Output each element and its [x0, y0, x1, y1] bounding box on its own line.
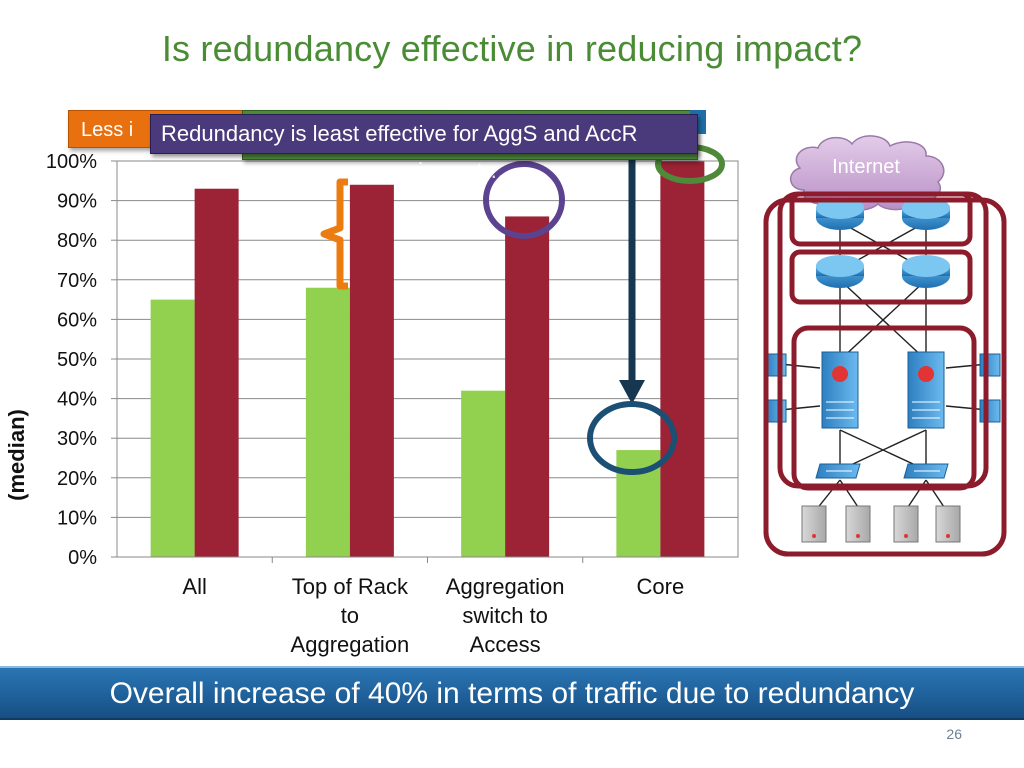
- datacenter-outer-highlight: [763, 197, 1007, 557]
- callout-redundancy-least-effective: Redundancy is least effective for AggS a…: [150, 114, 698, 154]
- summary-banner: Overall increase of 40% in terms of traf…: [0, 666, 1024, 720]
- x-category-label: Core: [637, 574, 685, 599]
- access-router-layer-highlight: [789, 249, 973, 305]
- datacenter-mid-highlight: [777, 191, 989, 489]
- callout-purple-text: Redundancy is least effective for AggS a…: [161, 121, 638, 146]
- server-icon: [845, 505, 871, 543]
- x-category-label: Top of Rack to Aggregation: [291, 574, 410, 657]
- y-tick-label: 30%: [57, 428, 97, 450]
- tor-switch-icon: [903, 463, 949, 479]
- y-tick-label: 60%: [57, 309, 97, 331]
- server-icon: [935, 505, 961, 543]
- tor-switch-icon: [815, 463, 861, 479]
- y-tick-label: 100%: [46, 151, 97, 173]
- bar-series-1-2: [461, 390, 506, 557]
- bar-series-1-1: [305, 287, 350, 557]
- purple-circle-annotation: [483, 161, 565, 239]
- y-tick-label: 90%: [57, 191, 97, 213]
- network-topology-diagram: Internet: [763, 135, 1007, 557]
- y-tick-label: 70%: [57, 270, 97, 292]
- load-balancer-icon: [765, 353, 787, 377]
- down-arrow-head: [619, 380, 645, 404]
- router-icon: [902, 255, 950, 288]
- internet-label: Internet: [832, 156, 900, 178]
- orange-brace-annotation: [320, 178, 348, 290]
- y-tick-label: 20%: [57, 468, 97, 490]
- page-number: 26: [946, 726, 962, 742]
- aggregation-switch-icon: [907, 351, 945, 429]
- server-icon: [801, 505, 827, 543]
- bar-series-2-0: [194, 188, 239, 557]
- summary-banner-text: Overall increase of 40% in terms of traf…: [109, 677, 915, 710]
- bar-chart: 0% 10% 20% 30% 40% 50% 60% 70% 80% 90% 100% All Top…: [4, 144, 739, 657]
- load-balancer-icon: [765, 399, 787, 423]
- callout-hidden-text: impact…: [418, 158, 505, 183]
- y-tick-label: 0%: [68, 547, 97, 569]
- y-tick-label: 80%: [57, 230, 97, 252]
- x-category-label: All: [182, 574, 206, 599]
- callout-orange-text: Less i: [81, 119, 134, 141]
- server-icon: [893, 505, 919, 543]
- network-links: [779, 221, 989, 511]
- aggregation-switch-icon: [821, 351, 859, 429]
- blue-circle-annotation: [587, 401, 677, 475]
- y-tick-label: 50%: [57, 349, 97, 371]
- bar-series-2-2: [505, 216, 550, 557]
- x-category-label: Aggregation switch to Access: [446, 574, 565, 657]
- bar-series-1-0: [150, 299, 195, 557]
- router-icon: [816, 255, 864, 288]
- bar-series-2-3: [660, 161, 705, 557]
- y-tick-label: 40%: [57, 389, 97, 411]
- load-balancer-icon: [979, 353, 1001, 377]
- load-balancer-icon: [979, 399, 1001, 423]
- y-axis-label: (median): [4, 409, 29, 501]
- slide-title: Is redundancy effective in reducing impa…: [161, 28, 863, 69]
- bar-series-2-1: [349, 184, 394, 557]
- y-tick-label: 10%: [57, 507, 97, 529]
